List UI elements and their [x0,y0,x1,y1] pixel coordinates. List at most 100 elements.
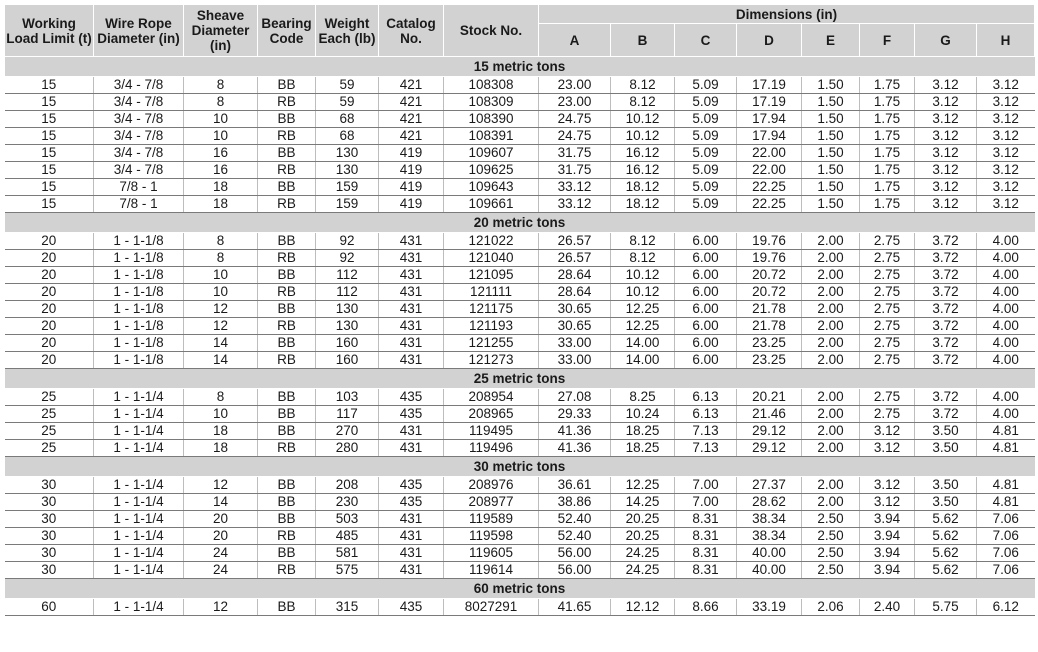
cell-stock-no: 119598 [443,527,539,545]
cell-dim-a: 28.64 [538,266,611,284]
cell-dim-f: 1.75 [859,144,915,162]
cell-dim-a: 41.36 [538,439,611,457]
cell-catalog-no: 431 [378,266,444,284]
cell-dim-d: 17.19 [736,93,802,111]
header-bearing-code: Bearing Code [257,4,316,57]
cell-bearing-code: RB [257,127,316,145]
cell-working-load-limit: 20 [4,317,94,335]
cell-dim-h: 4.00 [975,232,1035,250]
cell-dim-b: 24.25 [610,544,675,562]
table-row: 20 1 - 1-1/8 14 RB 160 431 121273 33.00 14.00 6.0… [4,351,1035,369]
cell-catalog-no: 431 [378,544,444,562]
cell-dim-c: 5.09 [674,76,737,94]
cell-dim-a: 33.00 [538,351,611,369]
cell-stock-no: 119614 [443,561,539,579]
cell-dim-a: 41.36 [538,422,611,440]
cell-dim-f: 1.75 [859,76,915,94]
cell-dim-d: 29.12 [736,439,802,457]
cell-stock-no: 208965 [443,405,539,423]
cell-weight-each: 280 [315,439,379,457]
cell-dim-a: 33.00 [538,334,611,352]
cell-catalog-no: 421 [378,110,444,128]
spec-table: Working Load Limit (t) Wire Rope Diamete… [4,4,1036,616]
cell-dim-h: 7.06 [975,527,1035,545]
cell-weight-each: 159 [315,178,379,196]
cell-sheave-diameter: 16 [183,161,258,179]
cell-dim-c: 6.00 [674,232,737,250]
cell-dim-c: 5.09 [674,195,737,213]
cell-stock-no: 108390 [443,110,539,128]
cell-bearing-code: RB [257,249,316,267]
cell-dim-f: 2.75 [859,334,915,352]
cell-dim-a: 36.61 [538,476,611,494]
cell-stock-no: 119496 [443,439,539,457]
cell-dim-f: 2.75 [859,351,915,369]
section-header-row: 20 metric tons [4,212,1035,233]
cell-dim-h: 4.00 [975,351,1035,369]
cell-catalog-no: 421 [378,127,444,145]
cell-sheave-diameter: 20 [183,510,258,528]
cell-weight-each: 160 [315,334,379,352]
cell-sheave-diameter: 12 [183,598,258,616]
cell-dim-e: 2.06 [801,598,860,616]
cell-weight-each: 68 [315,110,379,128]
header-dimensions: Dimensions (in) [537,4,1036,24]
cell-dim-f: 2.75 [859,283,915,301]
table-row: 20 1 - 1-1/8 12 RB 130 431 121193 30.65 12.25 6.0… [4,317,1035,335]
cell-catalog-no: 421 [378,93,444,111]
cell-dim-b: 16.12 [610,144,675,162]
cell-working-load-limit: 20 [4,300,94,318]
cell-dim-g: 3.50 [914,476,977,494]
table-row: 15 3/4 - 7/8 8 BB 59 421 108308 23.00 8.12 5.09 17… [4,76,1035,94]
cell-dim-c: 6.00 [674,334,737,352]
cell-dim-f: 2.75 [859,300,915,318]
cell-dim-a: 33.12 [538,178,611,196]
header-catalog-no: Catalog No. [378,4,444,57]
section-header-row: 60 metric tons [4,578,1035,599]
cell-wire-rope-diameter: 1 - 1-1/8 [93,283,184,301]
cell-dim-b: 14.25 [610,493,675,511]
cell-dim-h: 3.12 [975,144,1035,162]
cell-dim-f: 2.75 [859,388,915,406]
cell-catalog-no: 435 [378,405,444,423]
cell-working-load-limit: 20 [4,266,94,284]
cell-wire-rope-diameter: 1 - 1-1/4 [93,510,184,528]
cell-sheave-diameter: 18 [183,195,258,213]
cell-dim-f: 1.75 [859,93,915,111]
cell-working-load-limit: 15 [4,127,94,145]
cell-stock-no: 208977 [443,493,539,511]
cell-wire-rope-diameter: 1 - 1-1/4 [93,439,184,457]
cell-dim-d: 27.37 [736,476,802,494]
cell-dim-d: 17.94 [736,110,802,128]
cell-stock-no: 109643 [443,178,539,196]
cell-bearing-code: RB [257,527,316,545]
cell-bearing-code: BB [257,544,316,562]
table-body: 15 metric tons 15 3/4 - 7/8 8 BB 59 421 108308 2… [4,56,1035,616]
cell-dim-d: 40.00 [736,561,802,579]
cell-dim-d: 17.94 [736,127,802,145]
cell-working-load-limit: 15 [4,93,94,111]
cell-dim-h: 3.12 [975,93,1035,111]
cell-dim-e: 2.00 [801,351,860,369]
table-row: 25 1 - 1-1/4 10 BB 117 435 208965 29.33 10.24 6.1… [4,405,1035,423]
cell-dim-c: 6.00 [674,266,737,284]
cell-dim-b: 18.25 [610,439,675,457]
cell-dim-a: 41.65 [538,598,611,616]
cell-stock-no: 121273 [443,351,539,369]
cell-weight-each: 130 [315,161,379,179]
cell-weight-each: 117 [315,405,379,423]
cell-bearing-code: BB [257,178,316,196]
cell-catalog-no: 435 [378,493,444,511]
cell-catalog-no: 419 [378,161,444,179]
cell-dim-e: 2.50 [801,527,860,545]
cell-bearing-code: BB [257,422,316,440]
cell-catalog-no: 431 [378,317,444,335]
cell-dim-d: 22.25 [736,178,802,196]
cell-dim-e: 2.00 [801,249,860,267]
cell-dim-h: 3.12 [975,161,1035,179]
cell-dim-e: 1.50 [801,144,860,162]
cell-sheave-diameter: 14 [183,351,258,369]
cell-dim-d: 21.46 [736,405,802,423]
cell-wire-rope-diameter: 1 - 1-1/4 [93,388,184,406]
cell-dim-c: 5.09 [674,161,737,179]
